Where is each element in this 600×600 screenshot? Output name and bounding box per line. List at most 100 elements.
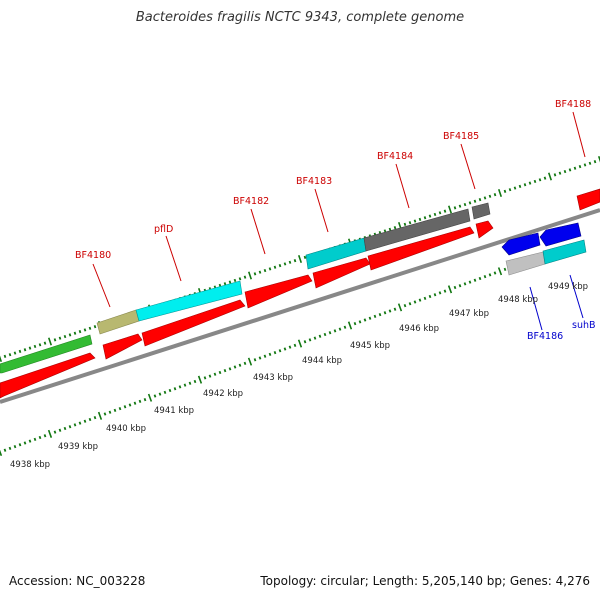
cyan-feature-bar-pfld[interactable] bbox=[135, 280, 243, 322]
major-tick bbox=[397, 303, 403, 312]
minor-tick bbox=[53, 430, 57, 434]
callout-line-bf4185 bbox=[460, 143, 476, 190]
gene-label-bf4186[interactable]: BF4186 bbox=[527, 331, 563, 342]
minor-tick bbox=[93, 416, 97, 420]
minor-tick bbox=[78, 421, 82, 425]
minor-tick bbox=[568, 168, 572, 172]
minor-tick bbox=[503, 189, 507, 193]
minor-tick bbox=[183, 383, 187, 387]
minor-tick bbox=[68, 333, 72, 337]
minor-tick bbox=[208, 374, 212, 378]
minor-tick bbox=[438, 211, 442, 215]
red-gene-bar-4[interactable] bbox=[244, 274, 313, 309]
minor-tick bbox=[318, 334, 322, 338]
minor-tick bbox=[233, 365, 237, 369]
minor-tick bbox=[473, 278, 477, 282]
minor-tick bbox=[443, 289, 447, 293]
major-tick bbox=[297, 254, 303, 264]
minor-tick bbox=[388, 309, 392, 313]
minor-tick bbox=[593, 160, 597, 164]
minor-tick bbox=[253, 272, 257, 276]
minor-tick bbox=[388, 227, 392, 231]
kbp-label: 4946 kbp bbox=[399, 324, 439, 334]
minor-tick bbox=[18, 349, 22, 354]
gene-label-bf4184[interactable]: BF4184 bbox=[377, 151, 413, 162]
minor-tick bbox=[583, 163, 587, 167]
minor-tick bbox=[73, 423, 77, 427]
lightgray-feature-bar[interactable] bbox=[505, 251, 546, 276]
minor-tick bbox=[358, 320, 362, 324]
minor-tick bbox=[73, 331, 77, 335]
minor-tick bbox=[223, 369, 227, 373]
minor-tick bbox=[463, 202, 467, 207]
red-gene-bar-8[interactable] bbox=[576, 188, 600, 211]
gene-label-bf4180[interactable]: BF4180 bbox=[75, 250, 111, 261]
gene-label-bf4188[interactable]: BF4188 bbox=[555, 99, 591, 110]
gene-label-bf4185[interactable]: BF4185 bbox=[443, 131, 479, 142]
red-gene-bar-2[interactable] bbox=[102, 333, 143, 360]
callout-line-pfld bbox=[165, 235, 182, 282]
minor-tick bbox=[188, 381, 192, 385]
minor-tick bbox=[28, 439, 32, 443]
major-tick bbox=[547, 172, 553, 181]
minor-tick bbox=[338, 327, 342, 331]
minor-tick bbox=[543, 176, 547, 180]
minor-tick bbox=[413, 219, 417, 223]
minor-tick bbox=[323, 332, 327, 337]
minor-tick bbox=[403, 303, 407, 308]
minor-tick bbox=[393, 226, 397, 230]
minor-tick bbox=[363, 318, 367, 322]
accession-text: Accession: NC_003228 bbox=[9, 574, 146, 588]
khaki-feature-bar[interactable] bbox=[96, 309, 140, 335]
kbp-label: 4938 kbp bbox=[10, 460, 50, 470]
minor-tick bbox=[193, 379, 197, 384]
red-gene-bar-1[interactable] bbox=[0, 352, 96, 399]
green-feature-bar[interactable] bbox=[0, 334, 93, 374]
major-tick bbox=[497, 188, 503, 198]
minor-tick bbox=[68, 425, 72, 429]
minor-tick bbox=[273, 265, 277, 269]
gray-feature-bar-bf4184[interactable] bbox=[363, 208, 471, 252]
major-tick bbox=[497, 267, 503, 276]
minor-tick bbox=[103, 412, 107, 416]
minor-tick bbox=[38, 435, 42, 440]
minor-tick bbox=[533, 179, 537, 184]
kbp-label: 4948 kbp bbox=[498, 295, 538, 305]
minor-tick bbox=[63, 334, 67, 339]
minor-tick bbox=[468, 280, 472, 284]
minor-tick bbox=[173, 387, 177, 391]
minor-tick bbox=[78, 329, 82, 334]
minor-tick bbox=[383, 311, 387, 315]
gene-label-suhb[interactable]: suhB bbox=[572, 320, 596, 331]
minor-tick bbox=[263, 268, 267, 273]
minor-tick bbox=[133, 401, 137, 405]
red-gene-bar-3[interactable] bbox=[141, 299, 246, 347]
minor-tick bbox=[478, 197, 482, 202]
minor-tick bbox=[143, 397, 147, 402]
minor-tick bbox=[38, 343, 42, 347]
blue-gene-bar-bf4186[interactable] bbox=[501, 232, 541, 256]
callout-line-bf4180 bbox=[92, 263, 111, 308]
minor-tick bbox=[423, 296, 427, 300]
minor-tick bbox=[263, 354, 267, 358]
minor-tick bbox=[273, 350, 277, 355]
minor-tick bbox=[158, 392, 162, 396]
red-gene-bar-6[interactable] bbox=[367, 226, 475, 271]
cyan-feature-bar-suhb[interactable] bbox=[542, 239, 587, 265]
gene-label-pfld[interactable]: pflD bbox=[154, 224, 173, 235]
gene-label-bf4183[interactable]: BF4183 bbox=[296, 176, 332, 187]
gene-label-bf4182[interactable]: BF4182 bbox=[233, 196, 269, 207]
minor-tick bbox=[3, 448, 7, 452]
minor-tick bbox=[393, 307, 397, 311]
minor-tick bbox=[93, 325, 97, 329]
minor-tick bbox=[308, 338, 312, 342]
minor-tick bbox=[513, 186, 517, 190]
minor-tick bbox=[3, 354, 7, 358]
blue-gene-bar-suhb[interactable] bbox=[539, 222, 582, 247]
gray-feature-bar-bf4185[interactable] bbox=[471, 202, 491, 220]
minor-tick bbox=[288, 345, 292, 349]
minor-tick bbox=[228, 280, 232, 284]
red-gene-bar-7[interactable] bbox=[475, 220, 494, 239]
minor-tick bbox=[418, 298, 422, 302]
